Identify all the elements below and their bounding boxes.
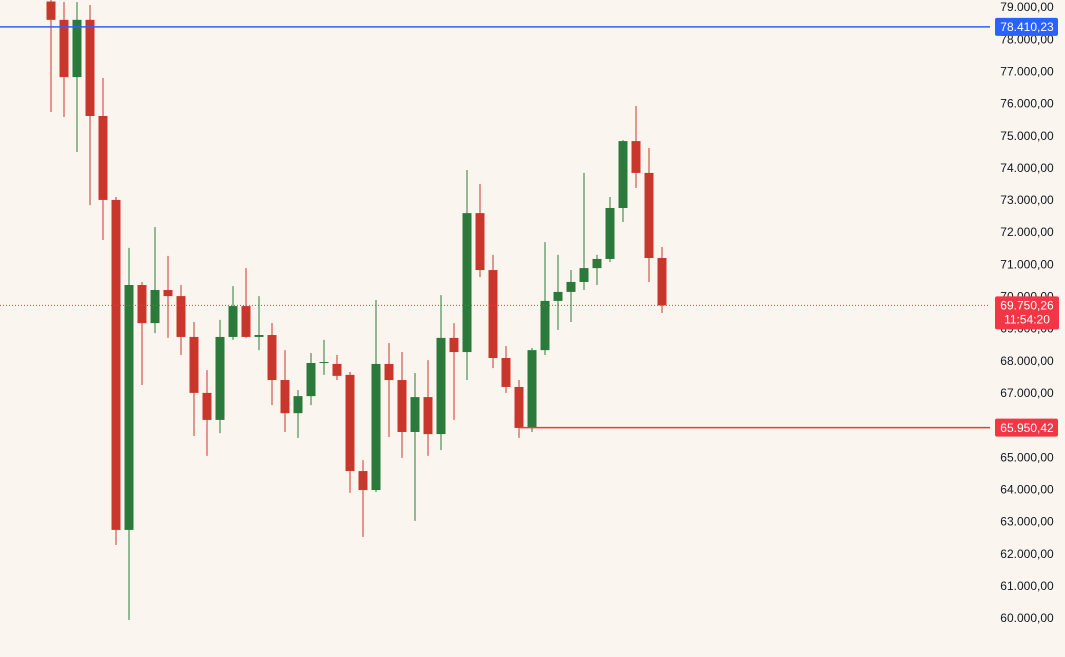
candle-body bbox=[527, 350, 537, 428]
candle-body bbox=[280, 380, 290, 414]
candle-body bbox=[579, 268, 589, 282]
y-tick-label: 76.000,00 bbox=[1000, 97, 1054, 111]
candle-body bbox=[618, 141, 628, 208]
candle-body bbox=[540, 300, 550, 351]
countdown-label: 11:54:20 bbox=[1004, 313, 1050, 327]
y-tick-label: 79.000,00 bbox=[1000, 0, 1054, 14]
candle-body bbox=[46, 1, 56, 20]
y-tick-label: 73.000,00 bbox=[1000, 193, 1054, 207]
candle-body bbox=[124, 285, 134, 530]
candle-body bbox=[306, 362, 316, 397]
last-price-box bbox=[995, 296, 1059, 330]
candle-body bbox=[657, 257, 667, 306]
candle-body bbox=[371, 363, 381, 491]
candle-body bbox=[189, 336, 199, 393]
last-price-label: 69.750,26 bbox=[1000, 299, 1054, 313]
candle-body bbox=[241, 306, 251, 337]
price-label-box bbox=[995, 17, 1058, 36]
candle-body bbox=[254, 335, 264, 337]
candle-body bbox=[462, 213, 472, 353]
candle-body bbox=[215, 336, 225, 420]
candle-body bbox=[397, 380, 407, 432]
y-tick-label: 65.000,00 bbox=[1000, 450, 1054, 464]
y-tick-label: 75.000,00 bbox=[1000, 129, 1054, 143]
y-tick-label: 72.000,00 bbox=[1000, 225, 1054, 239]
candle-body bbox=[488, 270, 498, 359]
price-label-box bbox=[995, 418, 1058, 437]
candle-body bbox=[345, 374, 355, 472]
candle-body bbox=[293, 396, 303, 414]
candle-body bbox=[59, 19, 69, 78]
y-tick-label: 71.000,00 bbox=[1000, 257, 1054, 271]
candle-body bbox=[85, 19, 95, 117]
y-tick-label: 74.000,00 bbox=[1000, 161, 1054, 175]
candle-body bbox=[163, 289, 173, 297]
candle-body bbox=[501, 358, 511, 387]
candle-body bbox=[358, 471, 368, 491]
candle-body bbox=[631, 141, 641, 173]
y-tick-label: 63.000,00 bbox=[1000, 515, 1054, 529]
candle-body bbox=[228, 306, 238, 337]
y-tick-label: 68.000,00 bbox=[1000, 354, 1054, 368]
candle-body bbox=[150, 289, 160, 324]
candle-body bbox=[384, 363, 394, 381]
plot-area bbox=[0, 0, 990, 620]
candle-body bbox=[592, 258, 602, 269]
price-label: 78.410,23 bbox=[1000, 20, 1054, 34]
candle-body bbox=[319, 362, 329, 364]
candle-body bbox=[436, 337, 446, 435]
price-axis: 60.000,00 61.000,00 62.000,00 63.000,00 64.0… bbox=[995, 0, 1059, 625]
y-tick-label: 61.000,00 bbox=[1000, 579, 1054, 593]
price-label: 65.950,42 bbox=[1000, 421, 1054, 435]
candle-body bbox=[111, 199, 121, 530]
candle-body bbox=[137, 285, 147, 324]
candle-body bbox=[449, 337, 459, 353]
candle-body bbox=[475, 213, 485, 271]
candle-body bbox=[202, 392, 212, 420]
candle-body bbox=[605, 207, 615, 259]
candle-body bbox=[72, 19, 82, 78]
y-tick-label: 60.000,00 bbox=[1000, 611, 1054, 625]
candle-body bbox=[566, 281, 576, 292]
candle-body bbox=[98, 116, 108, 200]
y-tick-label: 64.000,00 bbox=[1000, 483, 1054, 497]
y-tick-label: 67.000,00 bbox=[1000, 386, 1054, 400]
candle-body bbox=[553, 291, 563, 301]
candle-body bbox=[410, 397, 420, 432]
candle-body bbox=[423, 397, 433, 435]
candle-body bbox=[644, 172, 654, 258]
y-tick-label: 62.000,00 bbox=[1000, 547, 1054, 561]
y-tick-label: 77.000,00 bbox=[1000, 64, 1054, 78]
candle-body bbox=[267, 335, 277, 381]
candle-body bbox=[332, 363, 342, 376]
candle-body bbox=[176, 296, 186, 337]
candle-body bbox=[514, 386, 524, 428]
